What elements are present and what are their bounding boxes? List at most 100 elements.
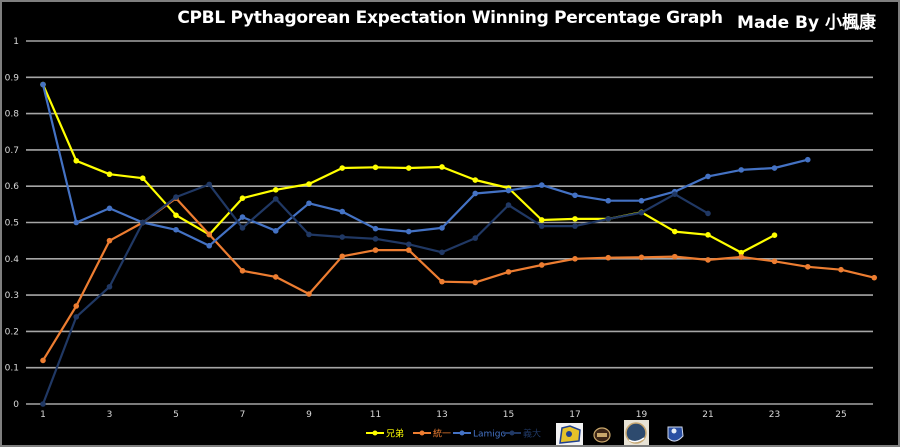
data-point [106,283,113,290]
data-point [173,226,179,233]
data-point [605,197,612,204]
data-point [73,314,80,320]
x-tick-label: 23 [769,410,780,420]
data-point [572,192,578,199]
data-point [405,241,412,248]
x-tick-label: 17 [569,410,580,420]
gridlines [26,40,873,405]
y-tick-label: 0.8 [5,110,20,120]
y-axis-ticks: 0 0.1 0.2 0.3 0.4 0.5 0.6 0.7 0.8 0.9 1 [5,37,20,410]
legend: 兄弟 統一 Lamigo 義大 [366,428,541,440]
data-point [306,231,312,238]
data-point [439,225,445,231]
data-point [40,357,46,364]
legend-label: 兄弟 [386,428,404,440]
data-point [738,254,745,260]
data-point [106,237,113,244]
x-tick-label: 11 [370,410,381,420]
series-1 [40,195,878,364]
data-point [605,254,612,261]
data-point [439,249,445,256]
legend-marker [419,430,425,436]
data-point [838,266,844,273]
data-point [505,202,512,208]
uni-lions-logo [593,427,611,443]
data-point [771,258,778,265]
data-point [572,223,578,229]
brothers-elephants-logo [556,423,583,445]
series-line [41,84,809,247]
legend-marker [509,430,515,436]
data-point [538,217,545,223]
data-point [239,267,246,274]
x-tick-label: 15 [503,410,514,420]
x-tick-label: 21 [702,410,713,420]
y-tick-label: 1 [13,37,19,47]
legend-marker [459,430,465,436]
x-tick-label: 5 [173,410,179,420]
data-point [705,173,711,180]
x-tick-label: 13 [436,410,447,420]
x-tick-label: 9 [306,410,312,420]
data-point [538,262,545,268]
data-point [339,234,346,240]
data-point [405,228,412,235]
data-point [405,165,412,171]
data-point [738,249,745,256]
data-point [505,269,512,275]
y-tick-label: 0.3 [5,291,19,301]
data-point [206,181,213,188]
data-point [372,247,379,253]
data-point [638,254,645,261]
y-tick-label: 0.2 [5,327,19,337]
x-axis-ticks: 1 3 5 7 9 11 13 15 17 19 21 23 25 [40,410,847,420]
data-point [40,401,46,407]
data-point [572,216,578,222]
legend-item: 兄弟 [366,428,404,440]
data-point [173,212,179,219]
data-point [439,164,445,170]
data-point [173,194,179,200]
data-point [239,214,246,220]
data-point [572,255,578,262]
data-point [472,177,479,183]
x-tick-label: 19 [636,410,648,420]
data-point [472,235,479,241]
data-point [40,81,46,88]
data-point [771,165,778,171]
data-point [439,278,445,285]
y-tick-label: 0.7 [5,146,19,156]
data-point [106,171,113,178]
series-lines [40,81,878,407]
y-tick-label: 0.6 [5,182,20,192]
data-point [738,167,745,173]
legend-label: 義大 [523,428,541,440]
data-point [705,210,711,217]
team-logos [556,420,684,445]
legend-marker [372,430,378,436]
data-point [538,182,545,188]
data-point [73,157,80,164]
legend-item: Lamigo [453,430,507,440]
data-point [671,191,678,197]
eda-rhinos-logo [667,426,684,442]
series-line [42,197,875,361]
data-point [73,219,80,226]
data-point [804,263,811,270]
data-point [771,232,778,239]
data-point [372,236,379,242]
data-point [671,228,678,235]
y-tick-label: 0.4 [5,255,20,265]
data-point [339,253,346,260]
data-point [239,225,246,231]
data-point [73,303,80,309]
data-point [306,200,312,207]
series-3 [40,181,711,407]
legend-item: 統一 [413,428,451,440]
data-point [272,274,279,280]
legend-label: Lamigo [473,430,507,440]
data-point [538,223,545,229]
data-point [605,216,612,222]
x-tick-label: 1 [40,410,46,420]
